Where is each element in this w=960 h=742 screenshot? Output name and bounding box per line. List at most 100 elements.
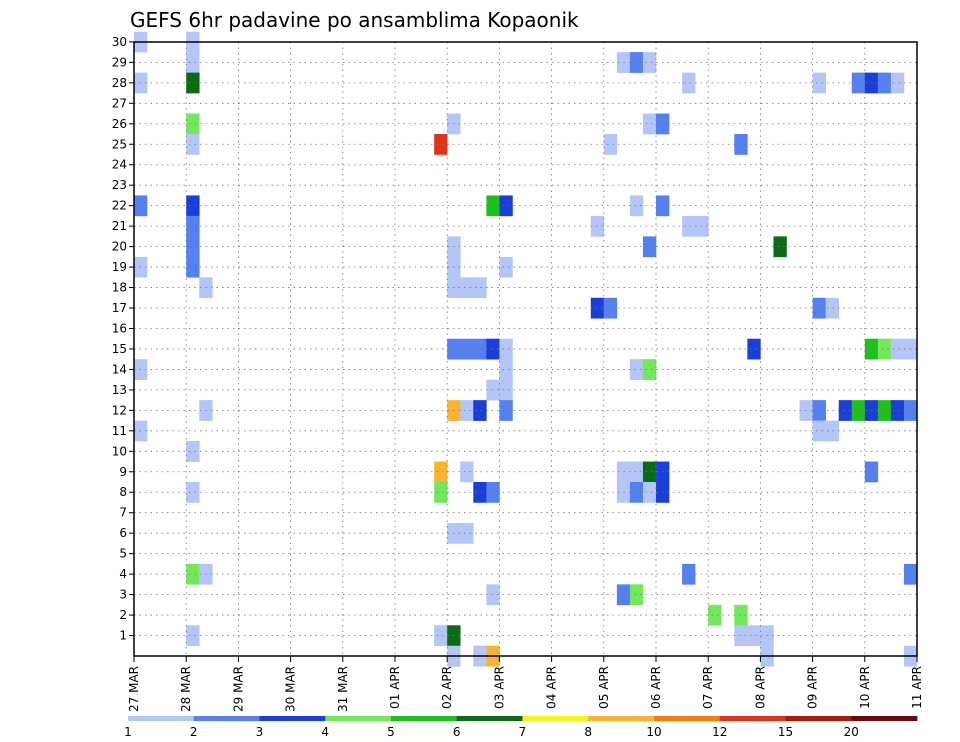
y-tick-label: 30	[112, 35, 127, 49]
heatmap-cell	[186, 134, 200, 155]
heatmap-cell	[747, 338, 761, 360]
heatmap-cell	[825, 297, 839, 319]
colorbar-label: 4	[321, 725, 329, 739]
heatmap-cell	[642, 359, 657, 380]
y-tick-label: 23	[112, 178, 127, 192]
heatmap-cell	[186, 441, 200, 462]
x-tick-label: 02 APR	[440, 666, 454, 709]
x-tick-label: 31 MAR	[336, 666, 350, 712]
heatmap-cell	[629, 359, 644, 380]
y-tick-label: 27	[112, 96, 127, 110]
heatmap-cell	[486, 338, 500, 360]
x-tick-label: 29 MAR	[231, 666, 245, 712]
heatmap-cell	[486, 482, 500, 503]
colorbar-swatch	[785, 716, 852, 721]
heatmap-cell	[499, 359, 513, 380]
heatmap-cell	[825, 420, 839, 442]
y-tick-label: 15	[112, 342, 127, 356]
heatmap-cell	[642, 482, 657, 503]
y-tick-label: 17	[112, 301, 127, 315]
heatmap-cell	[499, 256, 513, 278]
y-tick-label: 28	[112, 76, 127, 90]
y-tick-label: 29	[112, 55, 127, 69]
heatmap-cell	[434, 461, 448, 483]
heatmap-cell	[186, 113, 200, 135]
y-tick-label: 24	[112, 158, 127, 172]
colorbar-label: 20	[844, 725, 859, 739]
colorbar-label: 15	[778, 725, 793, 739]
heatmap-cell	[629, 52, 644, 73]
heatmap-cell	[186, 625, 200, 647]
x-tick-label: 11 APR	[910, 666, 924, 709]
colorbar-label: 3	[256, 725, 264, 739]
y-tick-label: 26	[112, 117, 127, 131]
heatmap-cell	[186, 215, 200, 237]
colorbar-swatch	[391, 716, 458, 721]
heatmap-cell	[877, 400, 892, 421]
colorbar-swatch	[456, 716, 523, 721]
cells-layer	[134, 31, 918, 667]
heatmap-cell	[629, 195, 644, 217]
x-tick-label: 10 APR	[858, 666, 872, 709]
heatmap-cell	[682, 72, 696, 94]
colorbar-swatch	[128, 716, 195, 721]
heatmap-cell	[486, 584, 500, 606]
heatmap-cell	[460, 461, 474, 483]
grid-layer	[134, 41, 917, 656]
colorbar-label: 1	[124, 725, 132, 739]
heatmap-cell	[603, 297, 618, 319]
heatmap-cell	[851, 400, 866, 421]
x-tick-label: 06 APR	[649, 666, 663, 709]
heatmap-cell	[812, 297, 826, 319]
y-tick-label: 6	[119, 526, 127, 540]
y-tick-label: 16	[112, 321, 127, 335]
colorbar-swatch	[588, 716, 655, 721]
heatmap-cell	[460, 522, 474, 544]
heatmap-cell	[460, 338, 474, 360]
colorbar-swatch	[325, 716, 392, 721]
x-tick-label: 01 APR	[388, 666, 402, 709]
y-tick-label: 1	[119, 629, 127, 643]
x-tick-label: 09 APR	[806, 666, 820, 709]
x-tick-label: 08 APR	[753, 666, 767, 709]
colorbar-swatch	[719, 716, 786, 721]
y-tick-label: 2	[119, 608, 127, 622]
colorbar-label: 5	[387, 725, 395, 739]
heatmap-cell	[890, 72, 905, 94]
y-tick-label: 7	[119, 506, 127, 520]
colorbar-label: 12	[712, 725, 727, 739]
heatmap-cell	[734, 625, 748, 647]
y-tick-label: 21	[112, 219, 127, 233]
heatmap-cell	[473, 277, 487, 299]
colorbar-label: 10	[646, 725, 661, 739]
y-tick-label: 11	[112, 424, 127, 438]
heatmap-cell	[186, 256, 200, 278]
colorbar-swatch	[259, 716, 326, 721]
heatmap-cell	[682, 563, 696, 585]
heatmap-cell	[812, 72, 826, 94]
colorbar-swatch	[193, 716, 260, 721]
y-tick-label: 3	[119, 588, 127, 602]
x-tick-label: 05 APR	[597, 666, 611, 709]
heatmap-cell	[186, 236, 200, 258]
heatmap-cell	[629, 584, 644, 606]
colorbar-swatch	[851, 716, 918, 721]
colorbar-label: 8	[584, 725, 592, 739]
heatmap-cell	[473, 400, 487, 421]
heatmap-cell	[434, 482, 448, 503]
heatmap-cell	[773, 236, 787, 258]
y-tick-label: 10	[112, 444, 127, 458]
heatmap-cell	[186, 482, 200, 503]
heatmap-cell	[877, 72, 892, 94]
y-tick-label: 8	[119, 485, 127, 499]
x-tick-label: 27 MAR	[127, 666, 141, 712]
heatmap-cell	[486, 195, 500, 217]
heatmap-cell	[642, 236, 657, 258]
heatmap-cell	[473, 482, 487, 503]
heatmap-cell	[186, 563, 200, 585]
y-tick-label: 9	[119, 465, 127, 479]
heatmap-cell	[851, 72, 866, 94]
heatmap-cell	[434, 134, 448, 155]
y-tick-label: 5	[119, 547, 127, 561]
heatmap-cell	[890, 338, 905, 360]
